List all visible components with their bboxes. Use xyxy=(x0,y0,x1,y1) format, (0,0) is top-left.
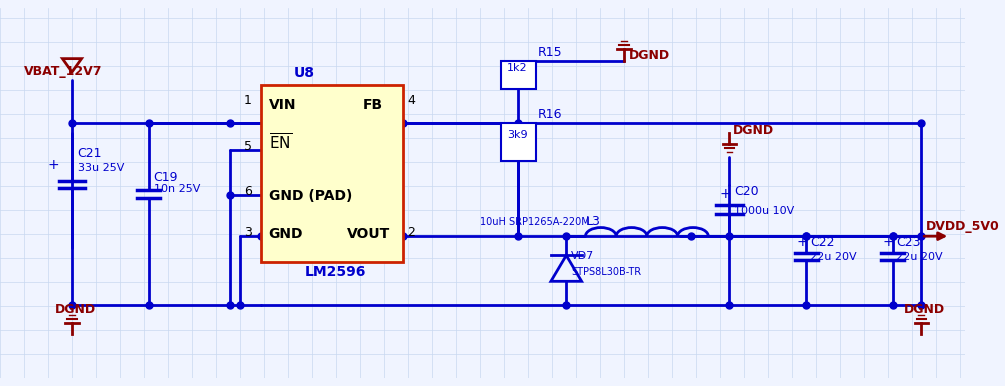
Text: 10uH SRP1265A-220M: 10uH SRP1265A-220M xyxy=(479,217,590,227)
Text: DGND: DGND xyxy=(54,303,95,316)
Text: 1000u 10V: 1000u 10V xyxy=(735,206,795,216)
Text: 3: 3 xyxy=(244,226,251,239)
Text: L3: L3 xyxy=(586,215,600,228)
Text: 6: 6 xyxy=(244,185,251,198)
Text: STPS8L30B-TR: STPS8L30B-TR xyxy=(571,267,641,277)
Text: DGND: DGND xyxy=(629,49,669,62)
Text: C21: C21 xyxy=(77,147,103,159)
Text: 3k9: 3k9 xyxy=(507,130,528,140)
Text: 22u 20V: 22u 20V xyxy=(896,252,943,262)
Text: R16: R16 xyxy=(538,108,562,121)
Text: C23: C23 xyxy=(896,236,921,249)
Text: 10n 25V: 10n 25V xyxy=(154,184,200,194)
Text: +: + xyxy=(797,235,808,249)
Text: 1: 1 xyxy=(244,94,251,107)
Text: $\overline{\mathrm{EN}}$: $\overline{\mathrm{EN}}$ xyxy=(268,133,291,153)
Text: 33u 25V: 33u 25V xyxy=(77,163,124,173)
Text: FB: FB xyxy=(363,98,383,112)
Text: VIN: VIN xyxy=(268,98,296,112)
Text: 22u 20V: 22u 20V xyxy=(810,252,856,262)
Text: C22: C22 xyxy=(810,236,834,249)
FancyBboxPatch shape xyxy=(261,85,403,262)
Text: 1k2: 1k2 xyxy=(507,63,528,73)
Text: +: + xyxy=(720,187,732,201)
Text: LM2596: LM2596 xyxy=(306,264,367,279)
Text: VD7: VD7 xyxy=(571,251,594,261)
Text: VBAT_12V7: VBAT_12V7 xyxy=(24,65,103,78)
Text: DVDD_5V0: DVDD_5V0 xyxy=(927,220,1000,234)
Text: 5: 5 xyxy=(244,140,252,153)
Text: DGND: DGND xyxy=(734,124,775,137)
Text: U8: U8 xyxy=(293,66,315,80)
Text: 2: 2 xyxy=(407,226,415,239)
FancyBboxPatch shape xyxy=(501,123,536,161)
Text: C20: C20 xyxy=(735,185,759,198)
Text: +: + xyxy=(883,235,894,249)
Text: +: + xyxy=(47,158,58,172)
Text: C19: C19 xyxy=(154,171,178,183)
Text: DGND: DGND xyxy=(904,303,946,316)
Text: GND (PAD): GND (PAD) xyxy=(268,189,352,203)
Text: 4: 4 xyxy=(407,94,415,107)
Text: GND: GND xyxy=(268,227,304,241)
FancyBboxPatch shape xyxy=(501,61,536,89)
Text: R15: R15 xyxy=(538,46,562,59)
Text: VOUT: VOUT xyxy=(348,227,391,241)
